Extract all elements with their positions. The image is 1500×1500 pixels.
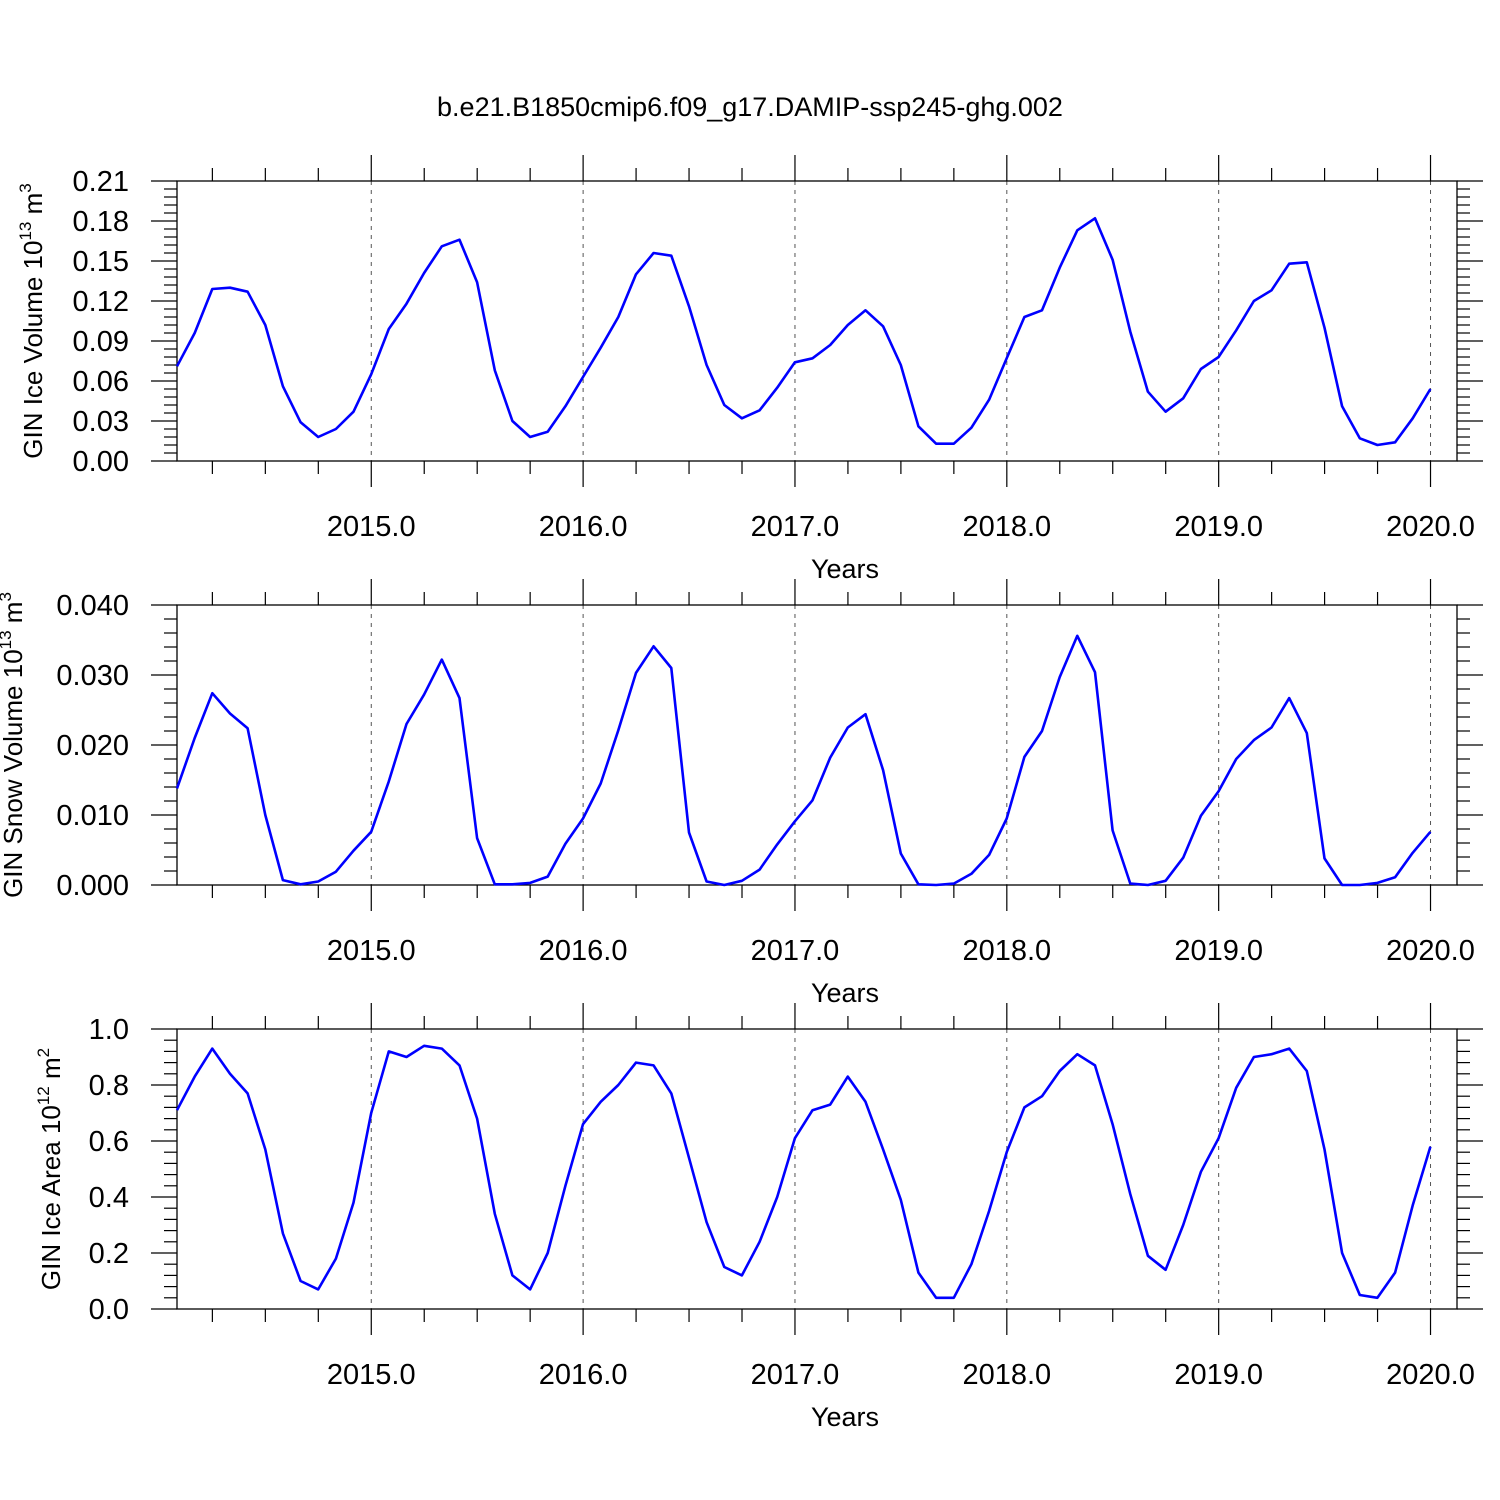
y-tick-label: 0.8 (89, 1070, 129, 1102)
x-tick-label: 2016.0 (539, 511, 628, 543)
y-axis-label-unit: m (36, 1057, 66, 1086)
y-axis-label-exponent: 13 (16, 222, 35, 241)
x-tick-label: 2020.0 (1386, 935, 1475, 967)
y-tick-label: 0.09 (73, 326, 129, 358)
y-tick-label: 0.000 (56, 870, 129, 902)
x-tick-label: 2017.0 (751, 511, 840, 543)
y-tick-label: 0.020 (56, 730, 129, 762)
y-axis-label-unit-exponent: 2 (34, 1048, 53, 1057)
y-tick-label: 0.06 (73, 366, 129, 398)
series-line (175, 1044, 1432, 1300)
x-tick-label: 2019.0 (1174, 1359, 1263, 1391)
y-tick-label: 0.12 (73, 286, 129, 318)
x-axis-label: Years (811, 1402, 879, 1432)
y-tick-label: 0.2 (89, 1238, 129, 1270)
x-tick-label: 2018.0 (962, 511, 1051, 543)
series-line (175, 217, 1432, 447)
y-axis-label-main: GIN Ice Volume 10 (18, 241, 48, 459)
panel-1: 2015.0 2016.0 2017.0 2018.0 2019.0 2020.0 0.00… (16, 155, 1483, 584)
y-tick-label: 0.0 (89, 1294, 129, 1326)
y-tick-label: 0.03 (73, 406, 129, 438)
y-axis-label-exponent: 12 (34, 1086, 53, 1105)
y-axis-label-unit-exponent: 3 (0, 592, 15, 601)
y-tick-label: 0.15 (73, 246, 129, 278)
x-axis-label: Years (811, 978, 879, 1008)
y-tick-label: 0.18 (73, 206, 129, 238)
series-line (175, 634, 1432, 887)
x-axis-label: Years (811, 554, 879, 584)
y-axis-label: GIN Ice Area 1012 m2 (34, 1048, 66, 1290)
y-axis-label: GIN Snow Volume 1013 m3 (0, 592, 28, 898)
panel-3: 2015.0 2016.0 2017.0 2018.0 2019.0 2020.0 0.0 0… (34, 1003, 1483, 1432)
x-tick-label: 2015.0 (327, 511, 416, 543)
x-tick-label: 2016.0 (539, 935, 628, 967)
x-tick-label: 2020.0 (1386, 511, 1475, 543)
y-tick-label: 0.4 (89, 1182, 129, 1214)
y-axis-label-unit: m (0, 602, 28, 631)
y-axis-label-exponent: 13 (0, 630, 15, 649)
figure-title: b.e21.B1850cmip6.f09_g17.DAMIP-ssp245-gh… (437, 92, 1063, 122)
plot-frame (176, 180, 1458, 462)
y-tick-label: 1.0 (89, 1014, 129, 1046)
x-tick-label: 2016.0 (539, 1359, 628, 1391)
y-axis-label-main: GIN Ice Area 10 (36, 1105, 66, 1290)
y-tick-label: 0.030 (56, 660, 129, 692)
y-axis-label: GIN Ice Volume 1013 m3 (16, 183, 48, 459)
x-tick-label: 2018.0 (962, 935, 1051, 967)
y-tick-label: 0.6 (89, 1126, 129, 1158)
x-tick-label: 2017.0 (751, 935, 840, 967)
x-tick-label: 2018.0 (962, 1359, 1051, 1391)
x-tick-label: 2019.0 (1174, 935, 1263, 967)
x-tick-label: 2019.0 (1174, 511, 1263, 543)
y-tick-label: 0.21 (73, 166, 129, 198)
x-tick-label: 2017.0 (751, 1359, 840, 1391)
plot-frame (176, 1028, 1458, 1310)
x-tick-label: 2015.0 (327, 935, 416, 967)
y-tick-label: 0.040 (56, 590, 129, 622)
y-axis-label-unit: m (18, 193, 48, 222)
panels: 2015.0 2016.0 2017.0 2018.0 2019.0 2020.00.00… (0, 155, 1483, 1432)
y-tick-label: 0.010 (56, 800, 129, 832)
panel-2: 2015.0 2016.0 2017.0 2018.0 2019.0 2020.0 0.00… (0, 579, 1483, 1008)
y-axis-label-unit-exponent: 3 (16, 183, 35, 192)
y-tick-label: 0.00 (73, 446, 129, 478)
y-axis-label-main: GIN Snow Volume 10 (0, 649, 28, 898)
x-tick-label: 2015.0 (327, 1359, 416, 1391)
x-tick-label: 2020.0 (1386, 1359, 1475, 1391)
